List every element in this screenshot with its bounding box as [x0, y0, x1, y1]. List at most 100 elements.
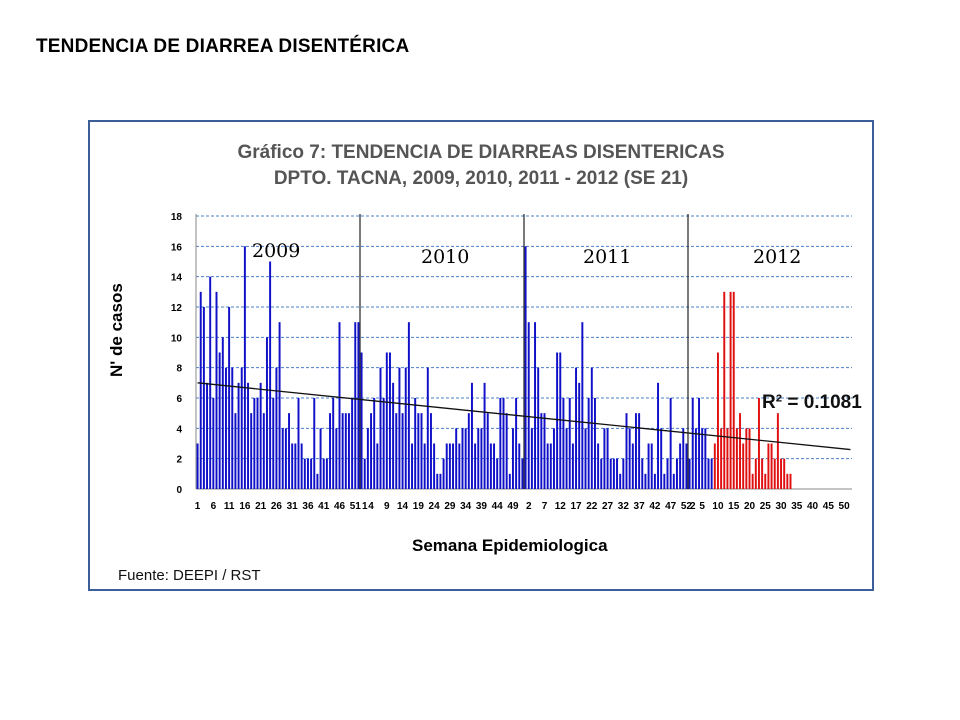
y-tick-label: 10 — [171, 333, 183, 344]
bar-2009-2011 — [253, 398, 256, 489]
bar-2009-2011 — [549, 443, 552, 489]
bar-2009-2011 — [590, 367, 593, 489]
x-tick-label: 49 — [507, 501, 519, 512]
bar-2012 — [754, 458, 757, 489]
x-tick-label: 17 — [570, 501, 582, 512]
x-tick-label: 39 — [476, 501, 488, 512]
bar-2009-2011 — [530, 428, 533, 489]
x-tick-label: 32 — [618, 501, 630, 512]
bar-2009-2011 — [657, 382, 660, 489]
bar-2009-2011 — [322, 458, 325, 489]
bar-2009-2011 — [486, 413, 489, 489]
x-tick-label: 1 — [195, 501, 201, 512]
x-tick-label: 7 — [542, 501, 548, 512]
bar-2009-2011 — [199, 291, 202, 489]
bar-2009-2011 — [672, 473, 675, 489]
x-tick-label: 9 — [384, 501, 390, 512]
bar-2009-2011 — [477, 428, 480, 489]
bar-2009-2011 — [458, 443, 461, 489]
y-tick-label: 16 — [171, 242, 183, 253]
chart-title: Gráfico 7: TENDENCIA DE DIARREAS DISENTE… — [237, 142, 725, 163]
r-squared-label: R² = 0.1081 — [762, 392, 862, 413]
bar-2009-2011 — [537, 367, 540, 489]
year-label-2010: 2010 — [421, 246, 470, 268]
bar-2009-2011 — [660, 428, 663, 489]
bar-2009-2011 — [474, 443, 477, 489]
bar-2009-2011 — [228, 307, 231, 489]
bar-2009-2011 — [300, 443, 303, 489]
bar-2009-2011 — [638, 413, 641, 489]
bar-2009-2011 — [278, 322, 281, 489]
bar-2009-2011 — [433, 443, 436, 489]
bar-2009-2011 — [224, 367, 227, 489]
bar-2009-2011 — [445, 443, 448, 489]
chart-subtitle: DPTO. TACNA, 2009, 2010, 2011 - 2012 (SE… — [273, 168, 689, 189]
x-tick-label: 21 — [255, 501, 267, 512]
x-tick-label: 27 — [602, 501, 614, 512]
bar-2009-2011 — [310, 458, 313, 489]
bar-2009-2011 — [587, 398, 590, 489]
x-tick-label: 40 — [807, 501, 819, 512]
x-tick-label: 24 — [429, 501, 441, 512]
year-label-2012: 2012 — [753, 246, 802, 268]
bar-2009-2011 — [234, 413, 237, 489]
bar-2009-2011 — [357, 322, 360, 489]
bar-2012 — [783, 458, 786, 489]
bar-2009-2011 — [275, 367, 278, 489]
bar-2009-2011 — [382, 398, 385, 489]
bar-2009-2011 — [237, 382, 240, 489]
bar-2009-2011 — [597, 443, 600, 489]
bar-2009-2011 — [407, 322, 410, 489]
bar-2009-2011 — [414, 398, 417, 489]
x-tick-label: 31 — [287, 501, 299, 512]
x-tick-label: 45 — [823, 501, 835, 512]
bar-2009-2011 — [303, 458, 306, 489]
bar-2009-2011 — [360, 352, 363, 489]
y-tick-label: 12 — [171, 303, 183, 314]
y-tick-label: 2 — [176, 455, 182, 466]
bar-2009-2011 — [609, 458, 612, 489]
x-tick-label: 10 — [712, 501, 724, 512]
bar-2009-2011 — [291, 443, 294, 489]
bar-2009-2011 — [701, 428, 704, 489]
x-tick-label: 50 — [839, 501, 851, 512]
bar-2009-2011 — [316, 473, 319, 489]
x-tick-label: 6 — [211, 501, 217, 512]
bar-2009-2011 — [622, 458, 625, 489]
bar-2009-2011 — [429, 413, 432, 489]
y-tick-label: 0 — [176, 485, 182, 496]
bar-2009-2011 — [464, 428, 467, 489]
x-tick-label: 52 — [681, 501, 693, 512]
bar-2012 — [786, 473, 789, 489]
bar-2009-2011 — [511, 428, 514, 489]
bar-2009-2011 — [524, 246, 527, 489]
bar-2009-2011 — [606, 428, 609, 489]
bar-2009-2011 — [313, 398, 316, 489]
bar-2009-2011 — [452, 443, 455, 489]
x-tick-label: 46 — [334, 501, 346, 512]
bar-2012 — [789, 473, 792, 489]
bar-2009-2011 — [552, 428, 555, 489]
bar-2009-2011 — [329, 413, 332, 489]
x-tick-label: 42 — [649, 501, 661, 512]
bar-2012 — [757, 398, 760, 489]
bar-2009-2011 — [206, 382, 209, 489]
bar-2009-2011 — [653, 473, 656, 489]
bar-2009-2011 — [338, 322, 341, 489]
bar-2009-2011 — [265, 337, 268, 489]
bar-2009-2011 — [202, 307, 205, 489]
bar-2009-2011 — [644, 473, 647, 489]
bar-2009-2011 — [417, 413, 420, 489]
bar-2009-2011 — [581, 322, 584, 489]
bar-2009-2011 — [634, 413, 637, 489]
bar-2009-2011 — [240, 367, 243, 489]
bar-2009-2011 — [698, 398, 701, 489]
x-tick-label: 15 — [728, 501, 740, 512]
bar-2009-2011 — [398, 367, 401, 489]
bar-2009-2011 — [325, 458, 328, 489]
bar-2009-2011 — [666, 458, 669, 489]
bar-2009-2011 — [559, 352, 562, 489]
bar-2009-2011 — [218, 352, 221, 489]
bar-2009-2011 — [483, 382, 486, 489]
